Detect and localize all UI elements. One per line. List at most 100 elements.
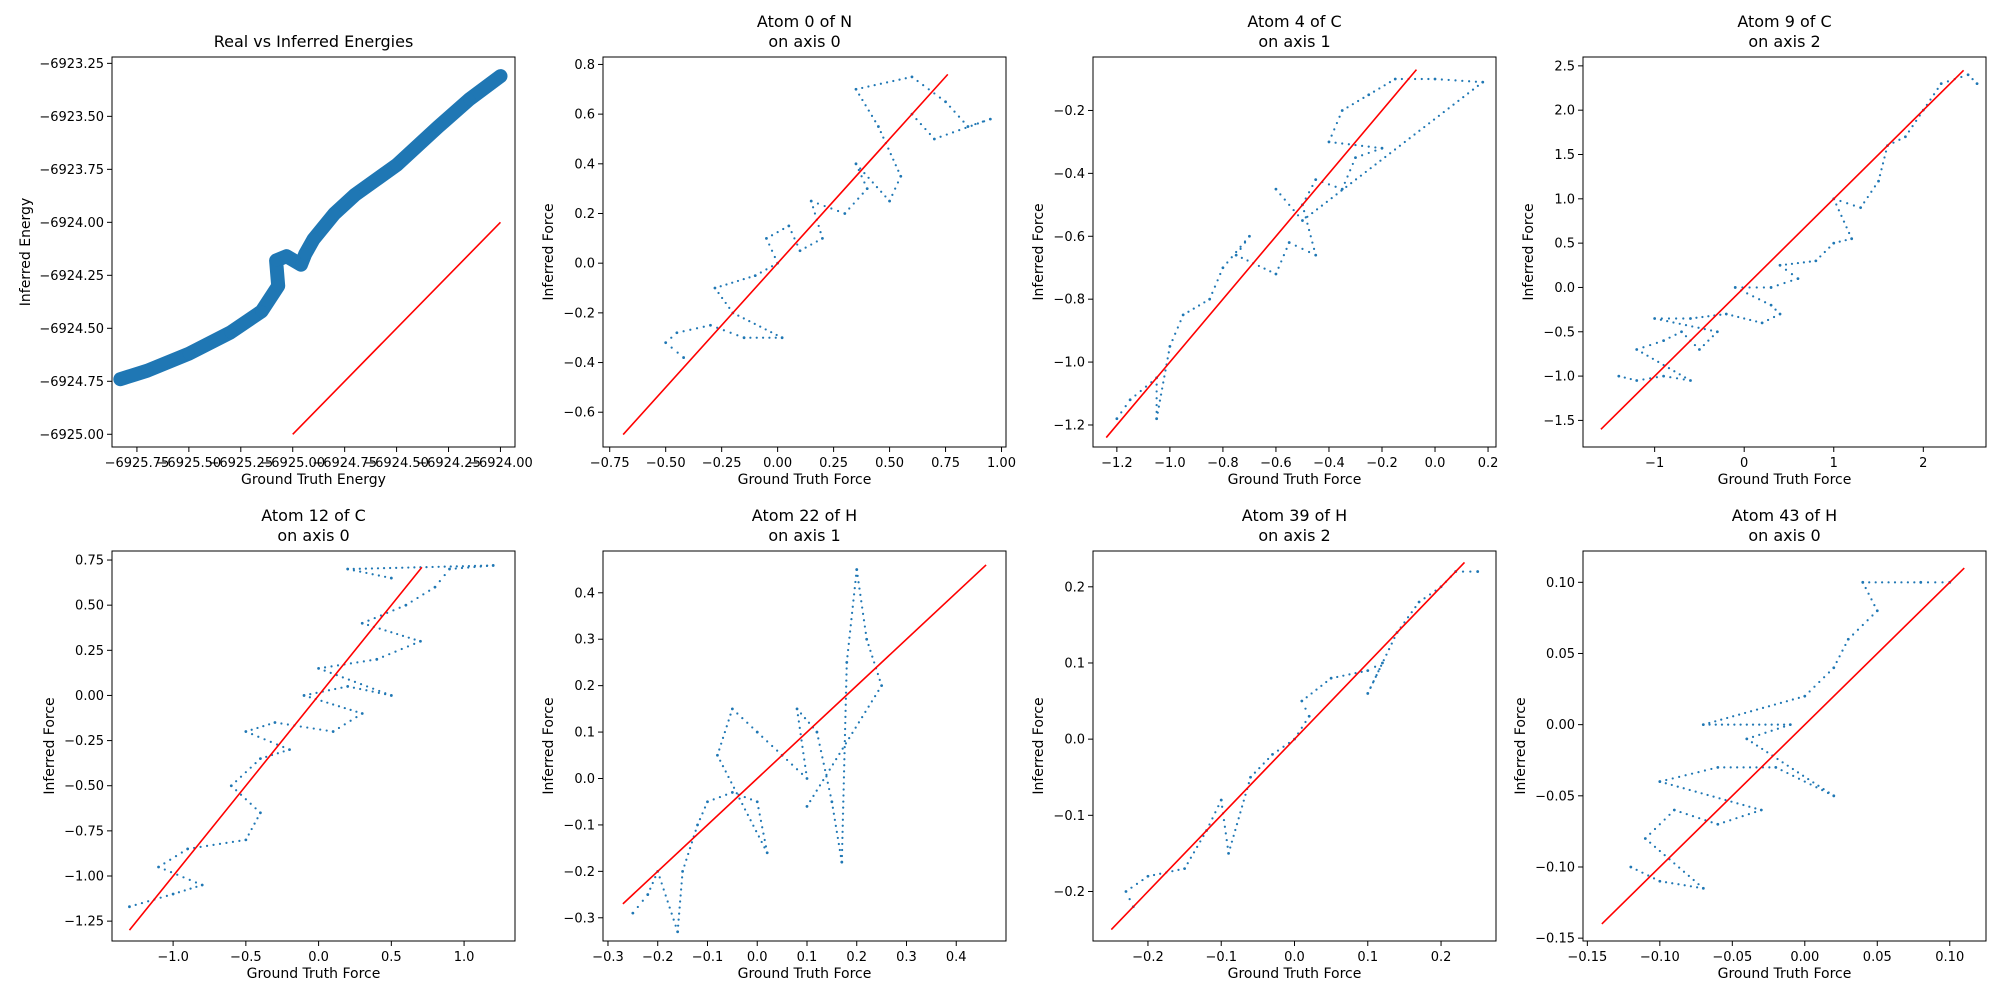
data-point [880,190,883,193]
data-point [680,888,683,891]
data-point [1239,245,1242,248]
data-point [1840,214,1843,218]
data-point [841,842,844,846]
data-point [1716,765,1720,769]
data-point [1714,720,1717,723]
data-point [1213,285,1217,288]
data-point [1776,757,1779,761]
data-point [1156,411,1159,414]
data-point [861,192,864,195]
data-point [1786,764,1789,767]
data-point [1243,241,1247,244]
data-point [1476,570,1480,573]
data-point [1225,838,1228,842]
data-point [1334,185,1337,188]
data-point [1192,851,1196,854]
data-point [262,725,265,728]
data-point [1211,817,1214,820]
y-tick-label: 0.25 [75,644,104,659]
data-point [273,721,277,724]
data-point [1304,720,1307,724]
data-point [695,327,699,330]
data-point [1729,819,1732,822]
reference-line [1600,69,1965,430]
data-point [723,730,726,734]
data-point [846,655,849,658]
data-point [473,564,477,567]
data-point [317,666,320,670]
data-point [718,748,721,751]
data-point [182,876,185,879]
data-point [360,621,364,625]
data-point [1701,723,1705,727]
data-point [1690,772,1694,775]
y-tick-label: −6923.50 [39,110,104,125]
data-point [804,764,807,767]
data-point [776,231,779,234]
data-point [1877,179,1880,183]
data-point [183,889,186,892]
data-point [1234,253,1238,257]
data-point [728,306,731,309]
data-point [891,193,894,196]
data-point [1761,747,1764,751]
data-point [400,647,403,651]
y-tick-label: 0.6 [574,108,595,123]
x-axis-label: Ground Truth Force [1718,966,1852,982]
data-point [1758,733,1761,736]
data-point [309,693,312,696]
data-point [742,278,745,281]
data-point [177,891,181,894]
data-point [1428,122,1431,125]
data-point [861,606,864,609]
data-point [729,713,732,716]
data-point [805,804,809,808]
data-point [631,911,635,915]
data-point [1315,208,1319,211]
data-point [1749,710,1753,713]
data-point [1846,637,1850,641]
y-tick-label: 0.50 [75,599,104,614]
data-point [795,707,799,711]
data-point [394,650,397,653]
data-point [810,243,813,246]
data-point [302,694,306,697]
data-point [381,655,385,658]
data-point [679,900,682,903]
data-point [1647,874,1650,877]
data-point [829,794,832,797]
data-point [858,587,861,590]
data-point [1913,581,1916,584]
data-point [1457,99,1460,102]
x-tick-label: 0.5 [381,950,402,965]
data-point [157,865,160,869]
data-point [1646,354,1649,357]
data-point [212,843,215,847]
data-point [1351,162,1354,166]
data-point [664,341,668,345]
data-point [1248,234,1251,238]
x-tick-label: 1 [1830,456,1838,471]
data-point [1285,247,1288,250]
data-point [1335,193,1338,196]
data-point [1663,818,1666,821]
data-point [841,848,844,852]
data-point [871,655,874,658]
data-point [1642,346,1645,349]
chart-title: Atom 12 of C [261,506,366,525]
data-point [307,233,320,246]
data-point [1779,701,1783,704]
data-point [670,912,673,915]
data-point [276,752,279,755]
data-point [1158,399,1162,402]
data-point [376,567,380,570]
data-point [364,567,367,570]
data-point [1784,268,1788,271]
data-point [867,705,870,708]
data-point [1736,766,1739,769]
data-point [1697,770,1700,774]
data-point [1369,686,1372,690]
data-point [1474,80,1478,83]
data-point [871,181,874,184]
data-point [1168,344,1172,348]
